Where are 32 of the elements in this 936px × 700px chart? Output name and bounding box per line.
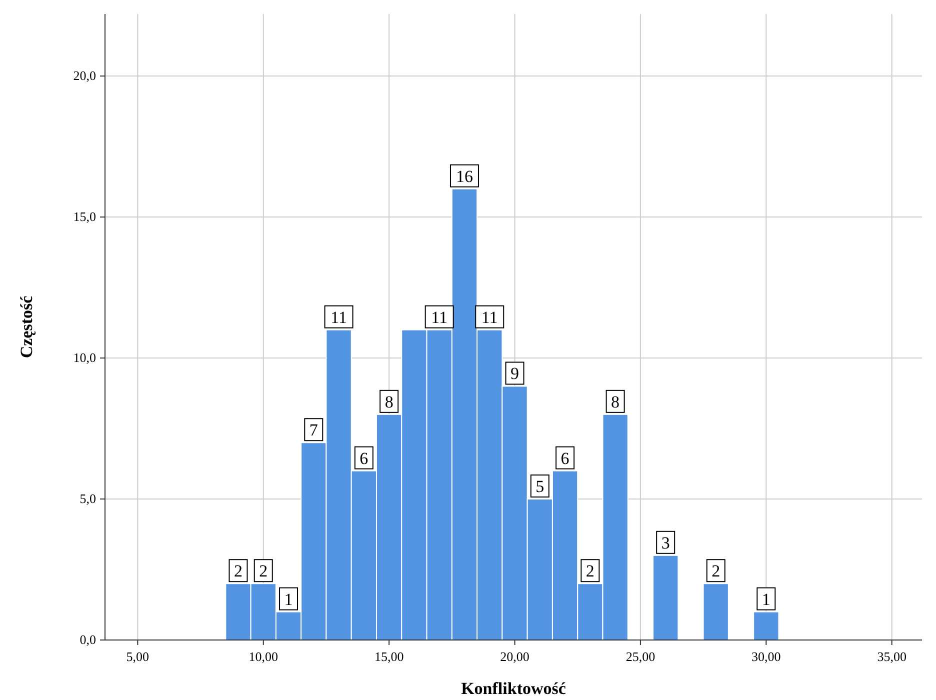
x-tick-label: 15,00 (374, 649, 404, 664)
x-tick-label: 35,00 (877, 649, 906, 664)
data-label: 6 (360, 448, 368, 468)
data-label: 11 (330, 308, 347, 327)
data-label: 11 (431, 308, 448, 327)
y-tick-label: 0,0 (80, 632, 96, 647)
data-label: 6 (560, 448, 570, 468)
data-label: 1 (762, 590, 770, 609)
data-label: 8 (611, 392, 620, 412)
data-label: 3 (661, 533, 670, 552)
x-axis-title: Konfliktowość (461, 679, 566, 698)
x-tick-label: 5,00 (126, 649, 150, 664)
x-tick-label: 30,00 (752, 649, 781, 664)
data-label: 1 (284, 590, 293, 609)
x-tick-label: 10,00 (248, 649, 278, 664)
x-tick-label: 25,00 (626, 649, 656, 664)
data-label: 11 (481, 308, 498, 327)
y-axis-title: Częstość (17, 295, 36, 358)
data-label: 2 (259, 562, 268, 581)
y-tick-label: 15,0 (73, 209, 96, 224)
y-tick-label: 5,0 (80, 491, 96, 506)
x-tick-label: 20,00 (500, 649, 530, 664)
data-label: 9 (510, 364, 520, 384)
data-label: 16 (456, 166, 473, 186)
data-label: 7 (309, 420, 318, 440)
data-label: 5 (536, 477, 544, 496)
data-label: 8 (384, 392, 394, 412)
data-label: 2 (234, 562, 242, 581)
y-tick-label: 10,0 (73, 350, 96, 366)
data-label: 2 (586, 562, 594, 581)
y-tick-label: 20,0 (73, 68, 96, 84)
data-label: 2 (712, 562, 720, 581)
